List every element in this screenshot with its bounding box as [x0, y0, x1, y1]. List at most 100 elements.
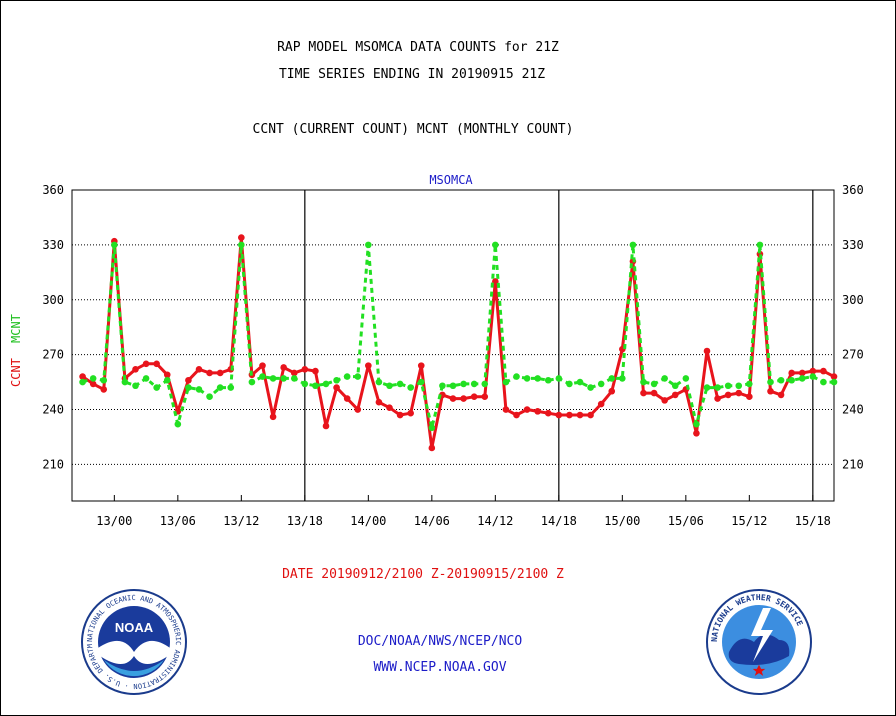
- data-point-ccnt: [354, 406, 362, 413]
- data-point-ccnt: [79, 373, 86, 380]
- data-point-ccnt: [608, 387, 616, 395]
- data-point-mcnt: [544, 376, 552, 384]
- data-point-mcnt: [502, 378, 510, 386]
- data-point-mcnt: [333, 376, 340, 384]
- data-point-ccnt: [322, 422, 330, 430]
- noaa-logo: NATIONAL OCEANIC AND ATMOSPHERIC ADMINIS…: [81, 589, 187, 695]
- date-range: DATE 20190912/2100 Z-20190915/2100 Z: [282, 567, 564, 582]
- chart-title: MSOMCA: [429, 173, 473, 187]
- y-tick-label-right: 270: [842, 348, 864, 362]
- data-point-mcnt: [79, 378, 86, 386]
- data-point-mcnt: [724, 382, 732, 390]
- data-point-ccnt: [566, 411, 573, 419]
- data-point-ccnt: [153, 360, 160, 368]
- title-line-2: TIME SERIES ENDING IN 20190915 21Z: [279, 67, 545, 82]
- data-point-mcnt: [746, 380, 753, 388]
- data-point-ccnt: [714, 395, 721, 402]
- x-tick-label: 14/06: [414, 514, 450, 528]
- data-point-mcnt: [407, 384, 414, 391]
- x-tick-label: 14/12: [477, 514, 513, 528]
- data-point-mcnt: [566, 380, 573, 388]
- nws-logo: NATIONAL WEATHER SERVICE: [706, 589, 812, 695]
- y-tick-label-left: 300: [42, 293, 64, 307]
- data-point-ccnt: [693, 430, 700, 437]
- data-point-mcnt: [417, 378, 425, 386]
- y-tick-label-left: 330: [42, 238, 64, 252]
- data-point-mcnt: [206, 393, 213, 401]
- y-tick-label-left: 240: [42, 403, 64, 417]
- data-point-mcnt: [185, 384, 192, 391]
- data-point-mcnt: [767, 378, 774, 386]
- data-point-ccnt: [777, 391, 785, 399]
- data-point-mcnt: [269, 375, 277, 382]
- data-point-ccnt: [523, 406, 531, 413]
- data-point-mcnt: [301, 380, 309, 388]
- x-tick-label: 13/12: [223, 514, 259, 528]
- data-point-mcnt: [460, 380, 467, 388]
- data-point-mcnt: [280, 375, 287, 382]
- x-tick-label: 15/12: [731, 514, 767, 528]
- data-point-ccnt: [386, 404, 393, 412]
- data-point-ccnt: [820, 367, 827, 375]
- data-point-mcnt: [820, 378, 827, 386]
- x-tick-label: 14/18: [541, 514, 577, 528]
- data-point-mcnt: [132, 382, 139, 390]
- x-tick-label: 13/18: [287, 514, 323, 528]
- data-point-ccnt: [428, 444, 436, 452]
- data-point-ccnt: [343, 395, 351, 402]
- data-point-mcnt: [100, 376, 108, 384]
- data-point-ccnt: [89, 380, 97, 388]
- data-point-ccnt: [301, 365, 309, 373]
- data-point-mcnt: [640, 378, 647, 386]
- data-point-ccnt: [290, 369, 298, 377]
- data-point-mcnt: [343, 373, 351, 380]
- data-point-mcnt: [354, 373, 362, 380]
- y-tick-label-right: 210: [842, 457, 864, 471]
- data-point-ccnt: [481, 393, 489, 401]
- agency-line: DOC/NOAA/NWS/NCEP/NCO: [358, 634, 523, 649]
- data-point-mcnt: [809, 373, 817, 380]
- data-point-mcnt: [365, 241, 372, 249]
- data-point-mcnt: [396, 380, 404, 388]
- data-point-mcnt: [322, 380, 330, 388]
- data-point-mcnt: [756, 241, 764, 249]
- data-point-ccnt: [269, 413, 277, 421]
- data-point-ccnt: [544, 409, 552, 417]
- data-point-ccnt: [671, 391, 679, 399]
- data-point-mcnt: [682, 375, 690, 382]
- data-point-mcnt: [703, 384, 711, 391]
- y-axis-label: CCNT MCNT: [9, 314, 23, 387]
- data-point-ccnt: [238, 234, 245, 241]
- data-point-mcnt: [587, 384, 594, 391]
- data-point-ccnt: [576, 411, 584, 419]
- data-point-ccnt: [365, 362, 372, 369]
- data-point-mcnt: [238, 241, 245, 249]
- data-point-ccnt: [661, 397, 668, 404]
- data-point-mcnt: [142, 375, 150, 382]
- data-point-mcnt: [89, 375, 97, 382]
- title-line-1: RAP MODEL MSOMCA DATA COUNTS for 21Z: [277, 40, 559, 55]
- data-point-mcnt: [163, 376, 171, 384]
- data-point-mcnt: [153, 384, 160, 391]
- data-point-ccnt: [460, 395, 467, 402]
- data-point-ccnt: [417, 362, 425, 369]
- y-tick-label-left: 210: [42, 457, 64, 471]
- data-point-mcnt: [555, 375, 563, 382]
- data-point-mcnt: [290, 375, 298, 382]
- data-point-mcnt: [619, 375, 626, 382]
- x-tick-label: 15/18: [795, 514, 831, 528]
- website-link[interactable]: WWW.NCEP.NOAA.GOV: [373, 660, 506, 675]
- plot-border: [71, 189, 835, 502]
- data-point-ccnt: [407, 409, 414, 417]
- data-point-mcnt: [777, 376, 785, 384]
- data-point-ccnt: [185, 376, 192, 384]
- x-tick-label: 13/06: [160, 514, 196, 528]
- data-point-ccnt: [142, 360, 150, 368]
- y-tick-label-left: 360: [42, 183, 64, 197]
- x-tick-label: 13/00: [96, 514, 132, 528]
- data-point-mcnt: [714, 384, 721, 391]
- data-point-mcnt: [671, 382, 679, 390]
- data-point-mcnt: [227, 384, 235, 391]
- data-point-ccnt: [280, 364, 287, 371]
- data-point-mcnt: [597, 380, 605, 388]
